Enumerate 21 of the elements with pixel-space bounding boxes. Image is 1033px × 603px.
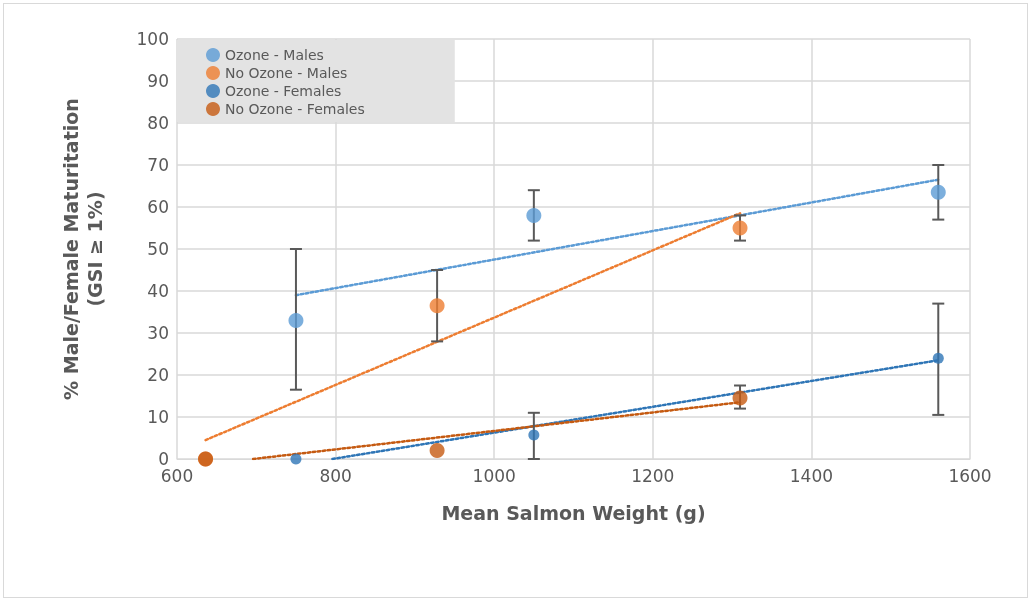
y-tick-label: 20 <box>147 365 169 385</box>
x-tick-label: 1400 <box>789 465 834 486</box>
x-tick-label: 1600 <box>948 465 992 486</box>
x-tick-label: 800 <box>319 465 352 486</box>
y-tick-label: 100 <box>136 29 169 49</box>
x-tick-label: 1200 <box>631 465 675 486</box>
y-tick-label: 80 <box>147 113 169 133</box>
legend-label: No Ozone - Females <box>225 101 365 117</box>
y-tick-label: 60 <box>147 197 169 217</box>
y-tick-label: 10 <box>147 407 169 427</box>
x-axis-title: Mean Salmon Weight (g) <box>441 502 706 524</box>
x-tick-label: 1000 <box>472 465 516 486</box>
y-axis-title: % Male/Female Maturitation (GSI ≥ 1%) <box>60 98 106 400</box>
y-tick-label: 40 <box>147 281 169 301</box>
y-tick-label: 30 <box>147 323 169 343</box>
legend-label: Ozone - Males <box>225 47 324 63</box>
y-tick-label: 90 <box>147 71 169 91</box>
legend-label: Ozone - Females <box>225 83 342 99</box>
y-tick-label: 70 <box>147 155 169 175</box>
legend-label: No Ozone - Males <box>225 65 348 81</box>
y-tick-label: 50 <box>147 239 169 259</box>
